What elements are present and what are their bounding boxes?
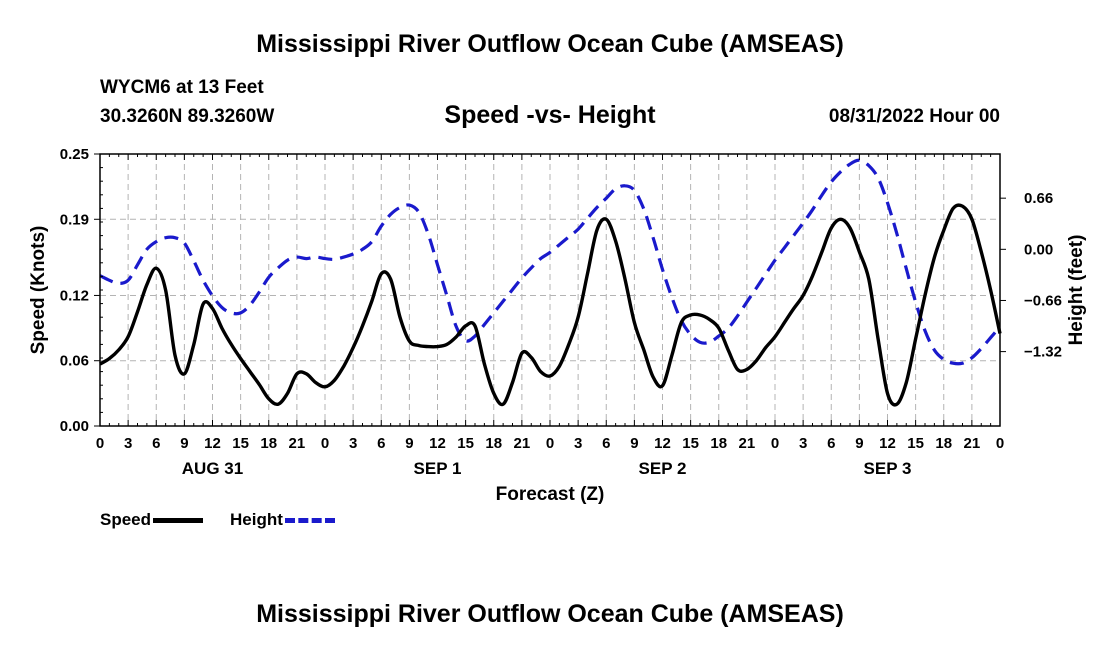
x-tick-label: 21 xyxy=(514,435,531,452)
chart-title-bottom: Mississippi River Outflow Ocean Cube (AM… xyxy=(256,600,844,628)
x-tick-label: 6 xyxy=(377,435,385,452)
y-tick-label: 0.25 xyxy=(60,146,89,163)
day-label: AUG 31 xyxy=(182,459,243,478)
x-tick-label: 3 xyxy=(124,435,132,452)
y-axis-title: Speed (Knots) xyxy=(28,226,49,355)
y2-axis-title: Height (feet) xyxy=(1066,235,1087,346)
x-tick-label: 6 xyxy=(602,435,610,452)
legend-speed-swatch xyxy=(153,517,204,523)
legend-height-swatch xyxy=(284,517,335,523)
series-layer xyxy=(99,158,1002,407)
x-tick-label: 0 xyxy=(96,435,104,452)
y-tick-label: 0.06 xyxy=(60,353,89,370)
y2-tick-label: −0.66 xyxy=(1024,292,1062,309)
x-tick-label: 3 xyxy=(799,435,807,452)
x-tick-label: 21 xyxy=(289,435,306,452)
y-tick-label: 0.19 xyxy=(60,211,89,228)
chart-title-top: Mississippi River Outflow Ocean Cube (AM… xyxy=(256,30,844,58)
x-tick-label: 21 xyxy=(964,435,981,452)
coordinates-label: 30.3260N 89.3260W xyxy=(100,106,275,127)
chart-subtitle: Speed -vs- Height xyxy=(444,101,656,129)
legend-speed: Speed xyxy=(100,510,204,530)
x-tick-label: 12 xyxy=(879,435,896,452)
x-tick-label: 12 xyxy=(654,435,671,452)
x-tick-label: 15 xyxy=(457,435,474,452)
x-tick-label: 6 xyxy=(152,435,160,452)
forecast-datetime: 08/31/2022 Hour 00 xyxy=(828,106,1000,127)
x-tick-label: 9 xyxy=(180,435,188,452)
legend-speed-label: Speed xyxy=(100,510,152,529)
x-tick-label: 6 xyxy=(827,435,835,452)
x-tick-label: 3 xyxy=(574,435,582,452)
x-tick-label: 21 xyxy=(739,435,756,452)
grid xyxy=(100,154,1000,426)
x-tick-label: 18 xyxy=(935,435,952,452)
x-tick-label: 0 xyxy=(996,435,1004,452)
x-tick-label: 18 xyxy=(710,435,727,452)
x-tick-label: 15 xyxy=(232,435,249,452)
y-tick-label: 0.00 xyxy=(60,418,89,435)
x-tick-label: 0 xyxy=(771,435,779,452)
station-label: WYCM6 at 13 Feet xyxy=(100,77,264,98)
x-tick-label: 12 xyxy=(204,435,221,452)
x-tick-label: 15 xyxy=(682,435,699,452)
x-tick-label: 9 xyxy=(405,435,413,452)
y2-tick-label: 0.66 xyxy=(1024,190,1053,207)
series-height-line xyxy=(99,158,1002,366)
legend-height-label: Height xyxy=(230,510,283,529)
day-label: SEP 3 xyxy=(864,459,912,478)
y2-tick-label: 0.00 xyxy=(1024,241,1053,258)
x-axis-title: Forecast (Z) xyxy=(496,484,605,505)
y2-tick-label: −1.32 xyxy=(1024,344,1062,361)
x-tick-label: 0 xyxy=(546,435,554,452)
x-tick-label: 18 xyxy=(485,435,502,452)
x-tick-label: 9 xyxy=(855,435,863,452)
x-tick-label: 0 xyxy=(321,435,329,452)
x-tick-label: 18 xyxy=(260,435,277,452)
x-tick-label: 15 xyxy=(907,435,924,452)
legend-height: Height xyxy=(230,510,335,530)
day-label: SEP 2 xyxy=(639,459,687,478)
x-tick-label: 12 xyxy=(429,435,446,452)
series-speed-line xyxy=(99,203,1002,407)
day-label: SEP 1 xyxy=(414,459,462,478)
y-tick-label: 0.12 xyxy=(60,287,89,304)
x-tick-label: 3 xyxy=(349,435,357,452)
x-tick-label: 9 xyxy=(630,435,638,452)
axes: 0 3 6 9 12 15 18 21 0 3 6 9 12 15 18 21 0 3 6 9 12 15 18 21 0 3 6 9… xyxy=(28,146,1087,505)
